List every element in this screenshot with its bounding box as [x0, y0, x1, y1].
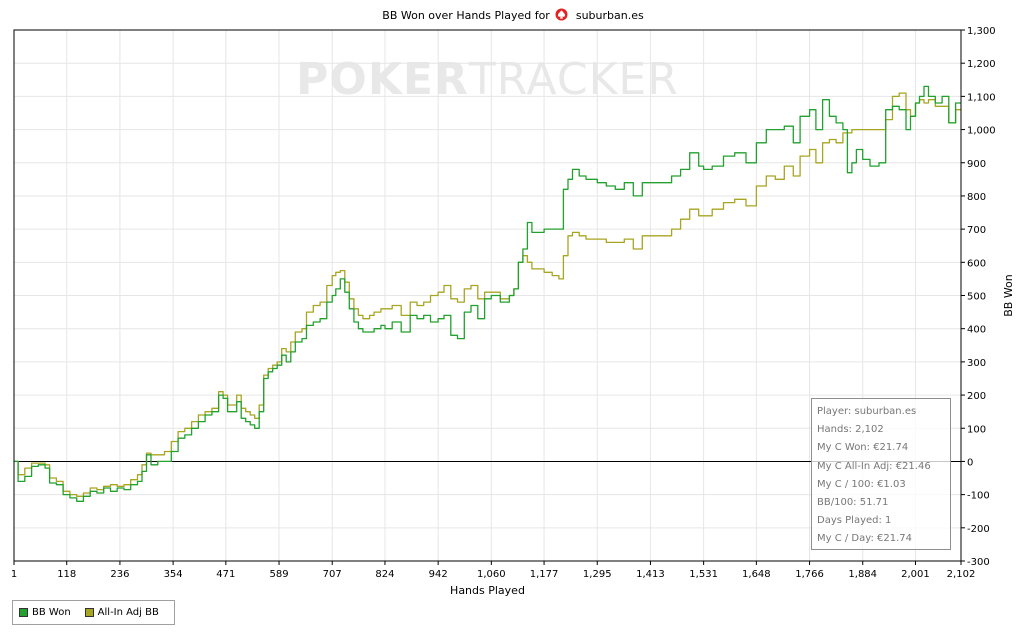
series-line-bb-won: [14, 85, 961, 502]
y-tick-label: 1,000: [967, 126, 996, 137]
stats-hands: Hands: 2,102: [817, 424, 884, 436]
legend-label-bb-won: BB Won: [32, 607, 71, 618]
x-tick-label: 1,060: [477, 569, 506, 580]
watermark-text: POKERTRACKER: [296, 54, 679, 105]
legend-swatch-bb-won: [19, 608, 28, 617]
legend-item-bb-won[interactable]: BB Won: [19, 607, 71, 618]
x-tick-label: 236: [110, 569, 129, 580]
stats-won: My C Won: €21.74: [817, 442, 909, 454]
y-tick-label: 300: [967, 358, 986, 369]
y-tick-label: 0: [967, 457, 973, 468]
watermark-right: TRACKER: [468, 54, 679, 105]
chart-title: BB Won over Hands Played for suburban.es: [0, 8, 1026, 22]
y-tick-label: 600: [967, 258, 986, 269]
stats-allin-adj: My C All-In Adj: €21.46: [817, 460, 931, 472]
stats-days: Days Played: 1: [817, 515, 892, 527]
y-tick-label: 500: [967, 292, 986, 303]
x-tick-label: 1,295: [583, 569, 612, 580]
x-tick-label: 1,413: [636, 569, 665, 580]
y-tick-label: 1,200: [967, 59, 996, 70]
y-tick-label: 700: [967, 225, 986, 236]
stats-bb-100: BB/100: 51.71: [817, 497, 889, 509]
x-tick-label: 1,177: [530, 569, 559, 580]
y-tick-label: -200: [967, 524, 990, 535]
x-axis-label: Hands Played: [450, 584, 525, 597]
y-tick-label: 800: [967, 192, 986, 203]
legend-swatch-allin-adj: [84, 608, 94, 617]
x-tick-label: 1,648: [742, 569, 771, 580]
watermark-left: POKER: [296, 54, 469, 105]
y-tick-label: 900: [967, 159, 986, 170]
stats-player: Player: suburban.es: [817, 406, 917, 417]
y-tick-label: 1,300: [967, 26, 996, 37]
stats-per-day: My C / Day: €21.74: [817, 533, 912, 545]
y-tick-label: 400: [967, 325, 986, 336]
x-tick-label: 2,102: [947, 569, 976, 580]
y-tick-label: 100: [967, 424, 986, 435]
x-tick-label: 1,884: [848, 569, 877, 580]
legend-item-allin-adj[interactable]: All-In Adj BB: [84, 607, 159, 618]
series-line-allin-adj: [14, 92, 961, 497]
x-tick-label: 2,001: [901, 569, 930, 580]
x-tick-label: 942: [429, 569, 448, 580]
chart-title-text: BB Won over Hands Played for: [382, 9, 550, 22]
x-tick-label: 1,531: [689, 569, 718, 580]
stats-box: Player: suburban.es Hands: 2,102 My C Wo…: [811, 398, 951, 550]
x-tick-label: 118: [57, 569, 76, 580]
legend-label-allin-adj: All-In Adj BB: [97, 607, 159, 618]
x-tick-label: 707: [323, 569, 342, 580]
x-tick-label: 589: [269, 569, 288, 580]
pokerstars-spade-icon: [555, 8, 568, 21]
plot-border: [13, 29, 962, 562]
y-tick-label: 200: [967, 391, 986, 402]
x-tick-label: 354: [164, 569, 183, 580]
y-tick-label: -300: [967, 557, 990, 568]
y-tick-label: -100: [967, 491, 990, 502]
stats-per-100: My C / 100: €1.03: [817, 478, 906, 490]
x-tick-label: 471: [216, 569, 235, 580]
y-axis-label: BB Won: [1002, 274, 1015, 317]
x-tick-label: 824: [375, 569, 394, 580]
y-tick-label: 1,100: [967, 92, 996, 103]
chart-canvas: POKERTRACKER -300 -200 -100 0 100 200 300 400 500…: [11, 26, 1015, 597]
legend: BB Won All-In Adj BB: [12, 600, 175, 625]
chart-title-player: suburban.es: [575, 9, 644, 22]
x-tick-label: 1: [11, 569, 17, 580]
x-tick-label: 1,766: [795, 569, 824, 580]
